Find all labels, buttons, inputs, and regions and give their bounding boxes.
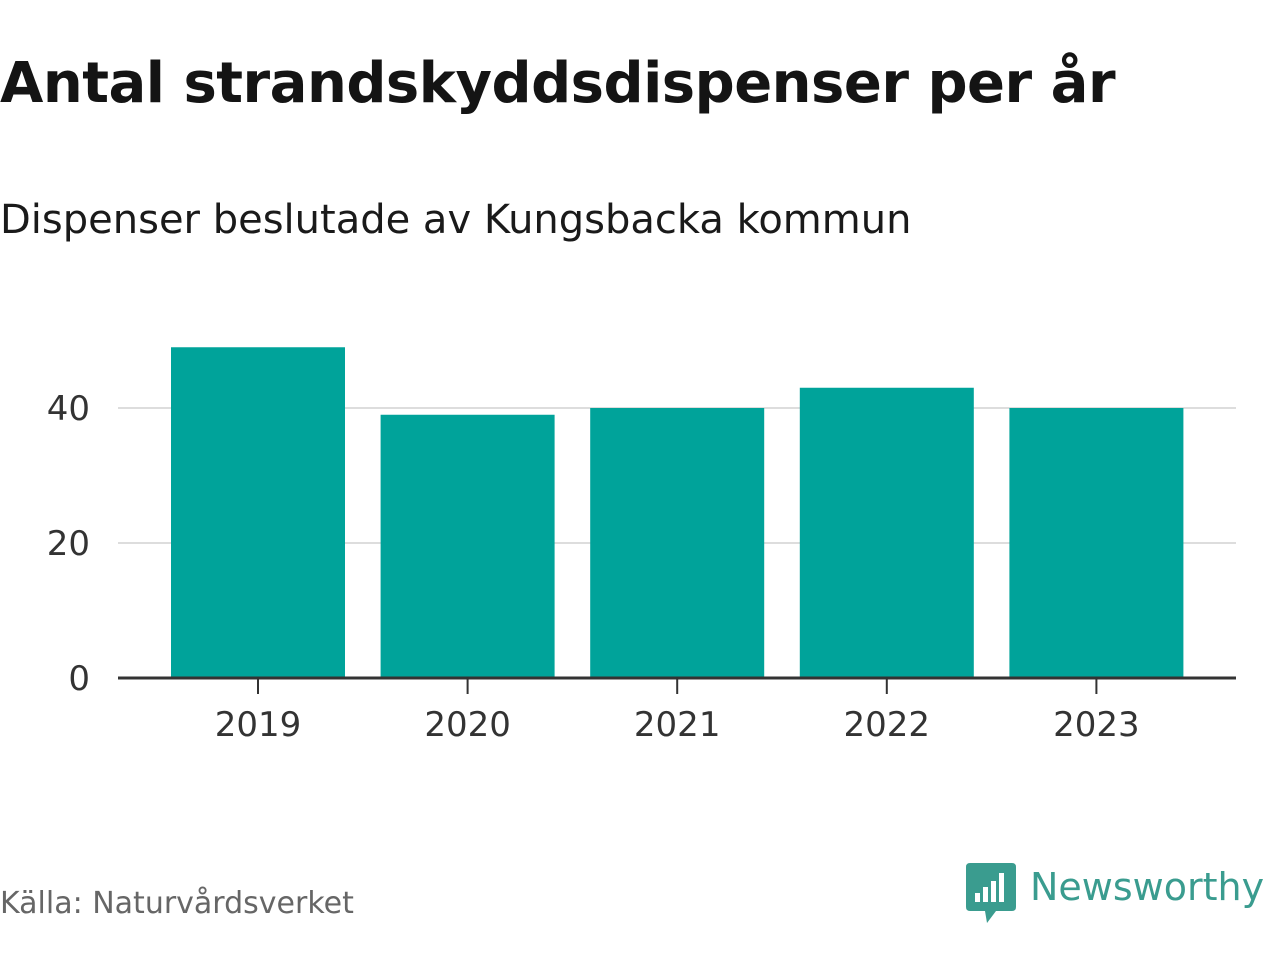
x-tick-label-2023: 2023	[1053, 705, 1140, 745]
bar-chart: 2019 2020 2021 2022 2023 0 20 40	[47, 347, 1236, 745]
bar-2020	[380, 414, 555, 678]
x-tick-label-2022: 2022	[844, 705, 931, 745]
x-tick-label-2019: 2019	[215, 705, 302, 745]
x-tick-label-2020: 2020	[424, 705, 511, 745]
chart-subtitle: Dispenser beslutade av Kungsbacka kommun	[0, 197, 912, 243]
x-tick-label-2021: 2021	[634, 705, 721, 745]
bar-2019	[171, 347, 345, 678]
bar-2021	[590, 408, 765, 678]
y-tick-label-0: 0	[68, 659, 90, 699]
source-note: Källa: Naturvårdsverket	[0, 886, 354, 921]
newsworthy-chart-icon	[966, 863, 1016, 923]
y-tick-label-1: 20	[47, 524, 90, 564]
chart-title: Antal strandskyddsdispenser per år	[0, 51, 1116, 116]
brand-name: Newsworthy	[1030, 865, 1265, 909]
y-tick-label-2: 40	[47, 389, 90, 429]
bar-2023	[1009, 408, 1184, 678]
bar-2022	[799, 387, 974, 678]
brand-logo[interactable]: Newsworthy	[966, 862, 1264, 926]
